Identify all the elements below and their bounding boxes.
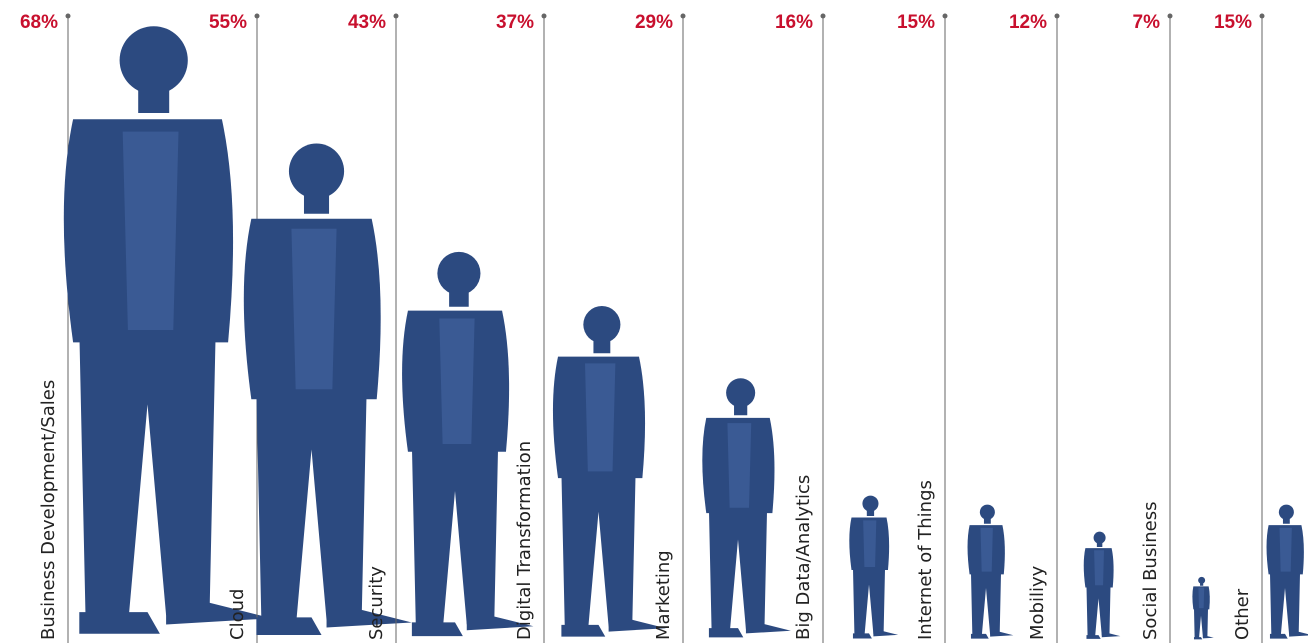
divider-dot <box>65 13 71 19</box>
legs <box>1086 585 1111 636</box>
divider-dot <box>1054 13 1060 19</box>
neck <box>449 291 469 307</box>
head <box>726 378 756 408</box>
divider-dot <box>393 13 399 19</box>
value-label: 12% <box>1009 12 1047 33</box>
person-figure <box>402 251 534 637</box>
arm <box>439 318 475 468</box>
divider-dot <box>820 13 826 19</box>
category-label: Big Data/Analytics <box>793 475 814 640</box>
divider-dot <box>1167 13 1173 19</box>
legs <box>561 471 636 627</box>
neck <box>138 88 170 113</box>
arm <box>1198 587 1205 612</box>
feet <box>852 631 899 639</box>
category-label: Social Business <box>1140 502 1161 640</box>
head <box>1198 576 1206 584</box>
head <box>979 504 995 520</box>
category-label: Internet of Things <box>915 480 936 640</box>
neck <box>303 193 330 214</box>
feet <box>708 624 791 638</box>
neck <box>593 339 611 354</box>
category-label: Cloud <box>227 589 248 640</box>
legs <box>970 571 1002 635</box>
value-label: 68% <box>20 12 58 33</box>
arm <box>980 527 993 580</box>
divider-dot <box>541 13 547 19</box>
category-label: Marketing <box>653 550 674 640</box>
legs <box>1193 608 1209 638</box>
head <box>437 251 481 295</box>
person-figure <box>243 143 412 635</box>
person-figure <box>849 495 899 639</box>
divider-dot <box>942 13 948 19</box>
legs <box>79 330 216 616</box>
legs <box>852 567 886 635</box>
arm <box>585 363 616 492</box>
arm <box>291 228 337 420</box>
feet <box>1086 633 1121 639</box>
legs <box>256 389 367 620</box>
neck <box>866 510 875 516</box>
value-label: 43% <box>348 12 386 33</box>
person-figure <box>1192 576 1214 640</box>
feet <box>79 602 272 634</box>
feet <box>970 631 1014 639</box>
person-figure <box>1083 531 1121 639</box>
head <box>862 495 879 512</box>
category-label: Mobiliyy <box>1027 565 1048 640</box>
feet <box>256 609 412 635</box>
value-label: 16% <box>775 12 813 33</box>
value-label: 29% <box>635 12 673 33</box>
divider-dot <box>680 13 686 19</box>
arm <box>122 131 179 368</box>
head <box>1093 531 1106 544</box>
feet <box>561 619 666 637</box>
head <box>119 26 188 95</box>
category-label: Digital Transformation <box>514 441 535 640</box>
arm <box>727 423 752 524</box>
value-label: 15% <box>897 12 935 33</box>
category-label: Other <box>1232 588 1253 640</box>
arm <box>863 520 877 576</box>
value-label: 37% <box>496 12 534 33</box>
head <box>288 143 345 199</box>
head <box>583 306 621 344</box>
category-label: Business Development/Sales <box>38 380 59 640</box>
divider-dot <box>254 13 260 19</box>
arm <box>1279 527 1292 580</box>
head <box>1278 504 1294 520</box>
feet <box>1269 631 1308 639</box>
arm <box>1094 550 1104 592</box>
category-label: Security <box>366 566 387 640</box>
value-label: 15% <box>1214 12 1252 33</box>
legs <box>708 507 768 630</box>
person-figure <box>702 378 791 638</box>
value-label: 55% <box>209 12 247 33</box>
value-label: 7% <box>1133 12 1161 33</box>
divider-dot <box>1259 13 1265 19</box>
neck <box>1282 518 1290 524</box>
legs <box>1269 571 1301 635</box>
person-figure <box>967 504 1014 639</box>
neck <box>734 404 748 416</box>
feet <box>1193 636 1214 640</box>
legs <box>411 443 499 625</box>
person-figure <box>63 26 272 634</box>
person-figure <box>552 306 666 637</box>
neck <box>983 518 991 524</box>
person-figure <box>1266 504 1308 639</box>
feet <box>411 616 534 637</box>
neck <box>1200 583 1204 586</box>
neck <box>1096 542 1103 547</box>
